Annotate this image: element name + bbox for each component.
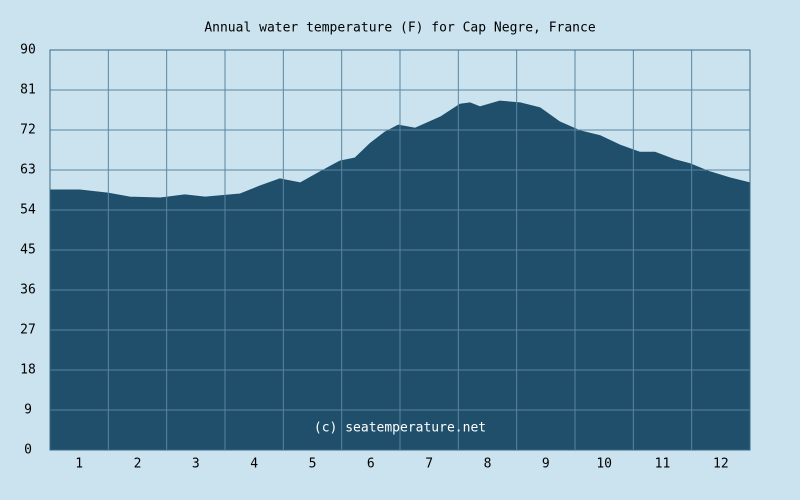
y-tick-label: 90	[20, 43, 36, 58]
y-tick-label: 27	[20, 323, 36, 338]
x-tick-label: 8	[484, 457, 492, 472]
y-tick-label: 0	[24, 443, 32, 458]
y-tick-label: 45	[20, 243, 36, 258]
x-tick-label: 10	[596, 457, 612, 472]
annotation: (c) seatemperature.net	[314, 421, 486, 436]
y-tick-label: 9	[24, 403, 32, 418]
y-tick-label: 36	[20, 283, 36, 298]
chart-title: Annual water temperature (F) for Cap Neg…	[204, 21, 596, 36]
y-tick-label: 72	[20, 123, 36, 138]
x-tick-label: 12	[713, 457, 729, 472]
x-tick-label: 2	[134, 457, 142, 472]
x-tick-label: 11	[655, 457, 671, 472]
y-tick-label: 54	[20, 203, 36, 218]
x-tick-label: 3	[192, 457, 200, 472]
y-tick-label: 18	[20, 363, 36, 378]
y-tick-label: 81	[20, 83, 36, 98]
x-tick-label: 9	[542, 457, 550, 472]
x-tick-label: 7	[425, 457, 433, 472]
x-tick-label: 5	[309, 457, 317, 472]
x-tick-label: 6	[367, 457, 375, 472]
x-tick-label: 1	[75, 457, 83, 472]
plot-frame	[49, 49, 751, 451]
x-tick-label: 4	[250, 457, 258, 472]
y-tick-label: 63	[20, 163, 36, 178]
